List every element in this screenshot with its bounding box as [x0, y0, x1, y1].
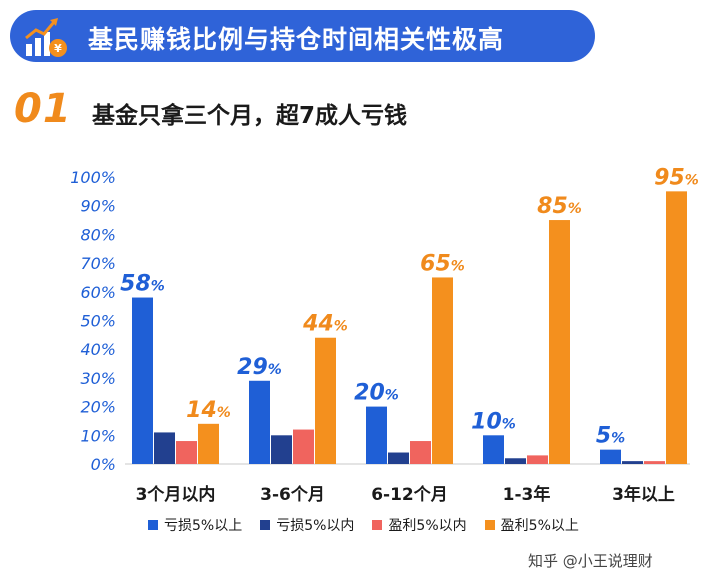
bar: [176, 441, 197, 464]
legend-swatch: [484, 520, 495, 530]
legend-swatch: [372, 520, 383, 530]
bar: [198, 423, 219, 464]
y-tick-label: 60%: [80, 283, 116, 302]
bar: [271, 435, 292, 464]
bar: [132, 297, 153, 464]
legend-label: 盈利5%以上: [500, 518, 579, 534]
y-tick-label: 70%: [80, 254, 116, 273]
data-label: 29%: [237, 355, 282, 380]
legend-swatch: [260, 520, 271, 530]
data-label: 14%: [186, 398, 231, 423]
bar: [249, 380, 270, 464]
data-labels: 58% 14%29% 44% 20% 65% 10% 85% 5% 95%: [120, 165, 699, 448]
y-tick-label: 40%: [80, 340, 116, 359]
data-label: 65%: [420, 251, 465, 276]
page-title: 基民赚钱比例与持仓时间相关性极高: [88, 25, 505, 54]
y-tick-label: 50%: [80, 312, 116, 331]
x-tick-label: 3年以上: [612, 484, 675, 505]
bar: [622, 461, 643, 464]
y-tick-label: 10%: [80, 426, 116, 445]
x-tick-label: 3个月以内: [136, 484, 216, 505]
y-tick-label: 90%: [80, 197, 116, 216]
bar: [293, 429, 314, 464]
x-tick-label: 1-3年: [503, 484, 551, 505]
bar: [388, 452, 409, 464]
bar: [315, 337, 336, 464]
y-tick-label: 20%: [80, 398, 116, 417]
legend-item: 盈利5%以上: [484, 515, 579, 535]
chart-legend: 亏损5%以上 亏损5%以内 盈利5%以内 盈利5%以上: [148, 515, 579, 535]
data-label: 85%: [537, 194, 582, 219]
watermark: 知乎 @小王说理财: [528, 552, 653, 570]
bar: [644, 461, 665, 464]
legend-label: 亏损5%以内: [276, 518, 355, 534]
data-label: 20%: [354, 381, 399, 406]
bar: [505, 458, 526, 464]
y-tick-label: 0%: [91, 455, 116, 474]
y-tick-label: 80%: [80, 225, 116, 244]
x-axis-labels: 3个月以内 3-6个月 6-12个月 1-3年 3年以上: [136, 484, 675, 505]
title-banner: ¥ 基民赚钱比例与持仓时间相关性极高: [10, 10, 595, 62]
bar: [549, 220, 570, 464]
bars: [132, 191, 687, 464]
legend-swatch: [148, 520, 158, 530]
legend-item: 亏损5%以内: [260, 515, 354, 535]
legend-label: 亏损5%以上: [164, 518, 243, 534]
y-axis-labels: 0% 10% 20% 30% 40% 50% 60% 70% 80% 90% 100%: [70, 168, 116, 474]
section-number: 01: [14, 86, 72, 132]
bar: [527, 455, 548, 464]
rising-bar-chart-coin-icon: ¥: [25, 18, 67, 57]
x-tick-label: 6-12个月: [371, 484, 448, 505]
y-tick-label: 30%: [80, 369, 116, 388]
data-label: 95%: [654, 165, 699, 190]
bar: [666, 191, 687, 464]
y-tick-label: 100%: [70, 168, 116, 187]
bar: [366, 406, 387, 464]
section-title: 基金只拿三个月，超7成人亏钱: [92, 103, 408, 129]
data-label: 58%: [120, 272, 165, 297]
legend-label: 盈利5%以内: [388, 518, 467, 534]
bar: [432, 277, 453, 464]
legend-item: 亏损5%以上: [148, 515, 242, 535]
data-label: 10%: [471, 409, 516, 434]
svg-text:¥: ¥: [54, 42, 62, 55]
bar: [600, 449, 621, 464]
x-tick-label: 3-6个月: [260, 484, 325, 505]
bar: [483, 435, 504, 464]
bar: [410, 441, 431, 464]
data-label: 5%: [596, 424, 625, 449]
data-label: 44%: [302, 312, 348, 337]
legend-item: 盈利5%以内: [372, 515, 467, 535]
bar: [154, 432, 175, 464]
